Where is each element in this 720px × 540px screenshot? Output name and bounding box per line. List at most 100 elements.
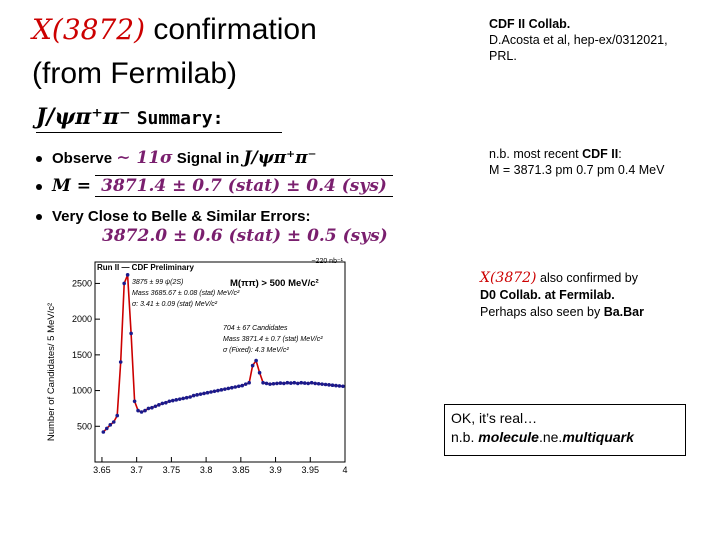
citation-authors: D.Acosta et al, hep-ex/0312021, xyxy=(489,33,668,47)
bullet-dot xyxy=(36,214,42,221)
data-point xyxy=(278,381,283,385)
data-point xyxy=(275,381,279,386)
data-point xyxy=(285,380,290,385)
data-point xyxy=(111,420,116,424)
data-point xyxy=(289,381,293,385)
bullet-dot xyxy=(36,184,42,191)
d0-line3-prefix: Perhaps also seen by xyxy=(480,305,604,319)
bullet3-text: Very Close to Belle & Similar Errors: xyxy=(52,208,311,225)
conclusion-prefix: n.b. xyxy=(451,429,479,445)
summary-box: J/ψπ⁺π⁻ Summary: Observe ∼ 11σ Signal in… xyxy=(36,104,406,246)
plot-layer: 3.65 3.7 3.75 3.8 3.85 3.9 3.95 4 500 1000 1500 200… xyxy=(46,258,348,475)
data-point xyxy=(230,385,234,390)
data-point xyxy=(233,385,238,389)
bullet1-mid: Signal in xyxy=(176,150,240,167)
data-point xyxy=(316,381,321,386)
bullet-observe: Observe ∼ 11σ Signal in J/ψπ⁺π⁻ xyxy=(36,148,317,168)
y-axis-label: Number of Candidates/ 5 MeV/c² xyxy=(46,303,57,441)
recent-collab: CDF II xyxy=(582,147,619,161)
data-point xyxy=(236,384,241,389)
y-tick-label: 2000 xyxy=(72,314,92,324)
data-point xyxy=(153,404,158,409)
bullet-belle: Very Close to Belle & Similar Errors: xyxy=(36,208,310,225)
x-tick-label: 3.9 xyxy=(269,465,282,475)
data-point xyxy=(191,393,196,398)
data-point xyxy=(243,382,248,386)
y-tick-label: 500 xyxy=(77,421,92,431)
data-point xyxy=(188,395,192,399)
citation: CDF II Collab. D.Acosta et al, hep-ex/03… xyxy=(489,16,668,64)
citation-journal: PRL. xyxy=(489,49,517,63)
data-point xyxy=(101,430,106,434)
recent-colon: : xyxy=(618,147,622,161)
data-point xyxy=(177,397,182,401)
data-point xyxy=(164,400,168,405)
data-point xyxy=(341,384,345,389)
run-label: Run II — CDF Preliminary xyxy=(97,263,194,272)
data-point xyxy=(202,391,206,396)
data-point xyxy=(323,382,328,387)
summary-heading: J/ψπ⁺π⁻ Summary: xyxy=(36,104,282,133)
data-point xyxy=(129,331,133,336)
data-point xyxy=(139,410,144,414)
data-point xyxy=(250,363,255,368)
x3872-fit-text: Mass 3871.4 ± 0.7 (stat) MeV/c² xyxy=(223,336,323,343)
d0-line2: D0 Collab. at Fermilab. xyxy=(480,288,615,302)
d0-line1: also confirmed by xyxy=(536,271,638,285)
conclusion-ne: .ne. xyxy=(538,429,563,445)
x-tick-label: 4 xyxy=(342,465,347,475)
recent-prefix: n.b. most recent xyxy=(489,147,583,161)
data-point xyxy=(212,389,217,394)
x3872-fit-text: 704 ± 67 Candidates xyxy=(223,325,288,332)
bullet1-channel: J/ψπ⁺π⁻ xyxy=(243,148,317,168)
data-point xyxy=(226,386,231,391)
data-point xyxy=(115,413,120,418)
data-point xyxy=(170,398,175,403)
data-point xyxy=(184,395,189,400)
title-line1: confirmation xyxy=(145,13,317,46)
belle-mass-value: 3872.0 ± 0.6 (stat) ± 0.5 (sys) xyxy=(102,226,388,246)
data-point xyxy=(330,383,335,388)
data-point xyxy=(167,399,172,404)
data-point xyxy=(118,360,123,364)
data-point xyxy=(302,381,307,385)
summary-heading-math: J/ψπ⁺π⁻ xyxy=(36,104,131,130)
data-point xyxy=(320,382,324,386)
slide-title: X(3872) confirmation (from Fermilab) xyxy=(32,8,352,96)
data-point xyxy=(205,390,210,395)
data-point xyxy=(219,388,224,392)
plot-frame xyxy=(94,261,346,463)
data-point xyxy=(209,390,213,394)
data-point xyxy=(136,408,140,413)
data-point xyxy=(122,281,126,286)
x-tick-label: 3.8 xyxy=(200,465,213,475)
data-point xyxy=(254,358,258,363)
data-point xyxy=(271,381,276,386)
x3872-fit-text: σ (Fixed): 4.3 MeV/c² xyxy=(223,347,289,354)
y-tick-label: 2500 xyxy=(72,278,92,288)
bullet-dot xyxy=(36,156,42,163)
x-tick-label: 3.95 xyxy=(302,465,320,475)
citation-collab: CDF II Collab. xyxy=(489,17,571,31)
bullet2-mass-value: 3871.4 ± 0.7 (stat) ± 0.4 (sys) xyxy=(95,175,393,197)
x-tick-label: 3.75 xyxy=(163,465,181,475)
data-point xyxy=(105,426,109,431)
data-point xyxy=(195,393,199,397)
data-point xyxy=(132,399,137,404)
data-point xyxy=(257,370,262,375)
recent-mass-value: M = 3871.3 pm 0.7 pm 0.4 MeV xyxy=(489,163,665,177)
data-point xyxy=(261,380,265,385)
data-point xyxy=(160,401,165,406)
y-tick-label: 1000 xyxy=(72,386,92,396)
y-tick-label: 1500 xyxy=(72,350,92,360)
data-point xyxy=(146,406,151,411)
data-point xyxy=(181,396,185,401)
data-point xyxy=(150,405,154,410)
data-point xyxy=(334,383,338,388)
recent-result-note: n.b. most recent CDF II: M = 3871.3 pm 0… xyxy=(489,146,664,178)
d0-note: X(3872) also confirmed by D0 Collab. at … xyxy=(480,270,644,321)
data-point xyxy=(282,381,286,386)
conclusion-line1: OK, it’s real… xyxy=(451,410,538,426)
psi2s-fit-text: Mass 3685.67 ± 0.08 (stat) MeV/c² xyxy=(132,290,240,297)
data-point xyxy=(125,273,130,277)
